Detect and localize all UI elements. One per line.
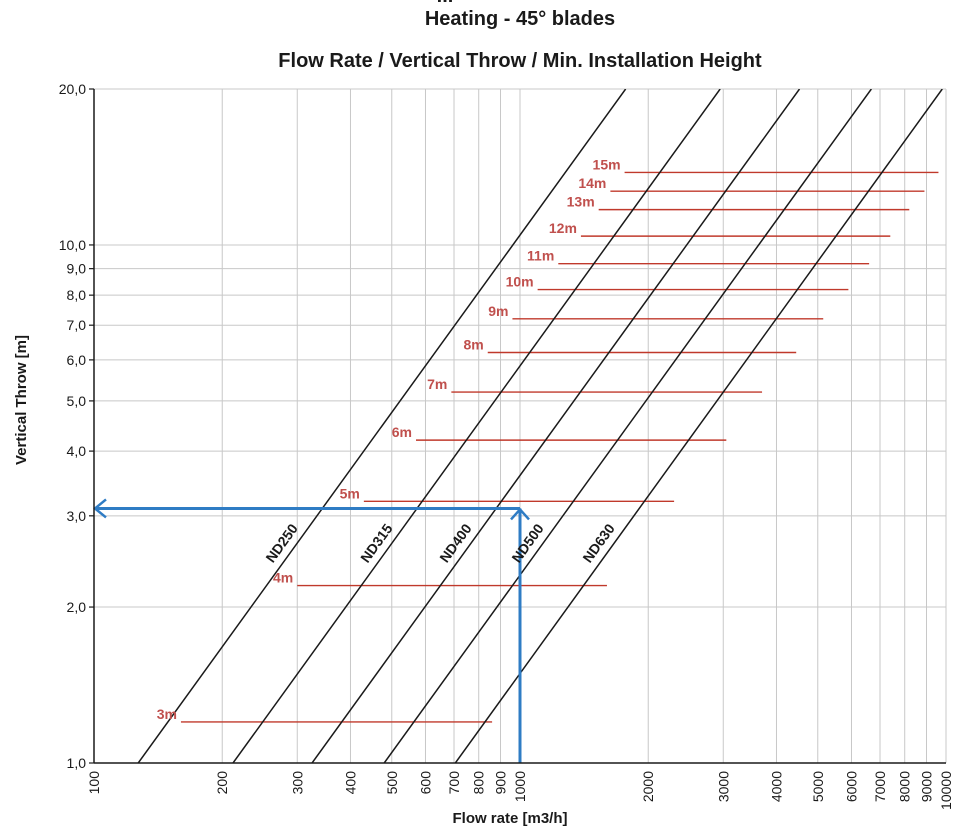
- height-label-15m: 15m: [593, 156, 621, 172]
- height-label-13m: 13m: [567, 194, 595, 210]
- grid-lines: [93, 88, 947, 764]
- x-tick-label: 600: [417, 771, 433, 795]
- height-label-14m: 14m: [578, 175, 606, 191]
- x-tick-labels: 100 200 300 400 500 600 700 800 900 1000 2000 3000 4…: [86, 771, 954, 810]
- x-tick-label: 800: [471, 771, 487, 795]
- series-label-nd500: ND500: [508, 521, 547, 566]
- y-tick-label: 2,0: [67, 599, 87, 615]
- example-reading-path: [93, 498, 530, 763]
- y-tick-label: 8,0: [67, 287, 87, 303]
- x-tick-label: 700: [446, 771, 462, 795]
- y-tick-label: 3,0: [67, 508, 87, 524]
- x-tick-label: 10000: [938, 771, 954, 810]
- x-tick-label: 500: [384, 771, 400, 795]
- height-label-10m: 10m: [506, 274, 534, 290]
- y-axis-label: Vertical Throw [m]: [13, 335, 30, 465]
- series-label-nd315: ND315: [357, 521, 396, 566]
- y-tick-labels: 1,0 2,0 3,0 4,0 5,0 6,0 7,0 8,0 9,0 10,0 20,0: [59, 81, 86, 771]
- series-label-nd630: ND630: [579, 521, 618, 566]
- y-tick-label: 20,0: [59, 81, 86, 97]
- x-axis-label: Flow rate [m3/h]: [452, 810, 567, 827]
- x-tick-label: 4000: [768, 771, 784, 802]
- x-tick-label: 6000: [843, 771, 859, 802]
- x-tick-label: 5000: [810, 771, 826, 802]
- height-label-12m: 12m: [549, 220, 577, 236]
- example-arrowhead-up: [510, 507, 530, 521]
- example-arrowhead-left: [93, 498, 107, 519]
- x-tick-label: 900: [493, 771, 509, 795]
- series-labels: 3m 4m 5m 6m 7m 8m 9m 10m 11m 12m 13m 14m 15m ND250 ND3…: [157, 156, 621, 721]
- x-tick-label: 7000: [872, 771, 888, 802]
- x-tick-label: 200: [214, 771, 230, 795]
- height-label-11m: 11m: [527, 248, 554, 264]
- duct-series-lines: [137, 89, 943, 763]
- y-tick-label: 5,0: [67, 393, 87, 409]
- x-tick-label: 8000: [897, 771, 913, 802]
- x-tick-label: 100: [86, 771, 102, 795]
- x-tick-label: 400: [342, 771, 358, 795]
- x-tick-label: 2000: [640, 771, 656, 802]
- x-tick-label: 9000: [919, 771, 935, 802]
- series-line-nd500: [383, 89, 872, 763]
- y-tick-label: 9,0: [67, 261, 87, 277]
- x-tick-label: 300: [289, 771, 305, 795]
- axes: [89, 88, 946, 764]
- height-label-7m: 7m: [427, 376, 447, 392]
- series-line-nd250: [137, 89, 627, 763]
- chart-title-partial: ...: [437, 0, 454, 7]
- y-tick-label: 10,0: [59, 237, 86, 253]
- y-tick-label: 6,0: [67, 352, 87, 368]
- x-tick-label: 1000: [512, 771, 528, 802]
- height-label-6m: 6m: [392, 424, 412, 440]
- y-tick-label: 4,0: [67, 443, 87, 459]
- height-label-4m: 4m: [273, 570, 293, 586]
- height-label-8m: 8m: [464, 337, 484, 353]
- chart-title-line-2: Flow Rate / Vertical Throw / Min. Instal…: [278, 50, 762, 72]
- installation-height-lines: [180, 171, 939, 723]
- series-line-nd400: [311, 89, 801, 763]
- series-label-nd400: ND400: [436, 521, 475, 566]
- y-tick-label: 1,0: [67, 755, 87, 771]
- series-line-nd315: [232, 89, 721, 763]
- x-tick-label: 3000: [715, 771, 731, 802]
- series-label-nd250: ND250: [262, 521, 301, 566]
- chart-title-line-1: Heating - 45° blades: [425, 8, 615, 30]
- height-label-3m: 3m: [157, 706, 177, 722]
- series-line-nd630: [454, 89, 943, 763]
- height-label-5m: 5m: [340, 485, 360, 501]
- height-label-9m: 9m: [488, 303, 508, 319]
- y-tick-label: 7,0: [67, 317, 87, 333]
